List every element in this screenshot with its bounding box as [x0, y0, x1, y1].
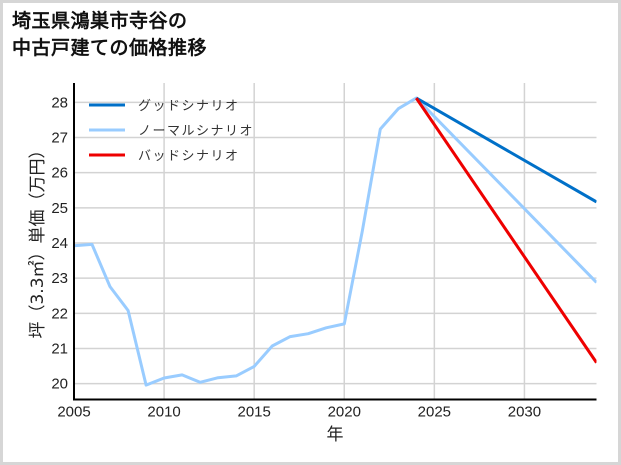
y-tick-label: 28 — [51, 94, 68, 111]
y-tick-label: 21 — [51, 341, 68, 358]
tick-labels: 20 21 22 23 24 25 26 27 28 2005 2010 2015 2020 2025 20… — [51, 94, 541, 420]
legend-label: グッドシナリオ — [138, 99, 240, 114]
y-axis-label: 坪（3.3㎡）単価（万円） — [28, 141, 48, 338]
y-tick-label: 24 — [51, 235, 68, 252]
x-tick-label: 2010 — [147, 404, 180, 421]
y-tick-label: 25 — [51, 200, 68, 217]
x-tick-label: 2015 — [237, 404, 270, 421]
series-line-2 — [415, 97, 597, 364]
y-tick-label: 20 — [51, 376, 68, 393]
legend-label: バッドシナリオ — [138, 149, 240, 164]
data-series — [74, 96, 597, 387]
x-tick-label: 2025 — [418, 404, 451, 421]
chart-title-line-1: 埼玉県鴻巣市寺谷の — [12, 10, 188, 32]
axes — [73, 83, 597, 401]
chart-title-line-2: 中古戸建ての価格推移 — [12, 37, 208, 59]
legend-label: ノーマルシナリオ — [138, 124, 254, 139]
chart-title: 埼玉県鴻巣市寺谷の 中古戸建ての価格推移 — [12, 8, 207, 62]
x-tick-label: 2020 — [328, 404, 361, 421]
y-tick-label: 27 — [51, 130, 68, 147]
x-tick-label: 2005 — [57, 404, 90, 421]
y-tick-label: 22 — [51, 305, 68, 322]
x-tick-label: 2030 — [508, 404, 541, 421]
series-line-0 — [415, 96, 597, 204]
series-line-1 — [74, 96, 597, 387]
y-tick-label: 26 — [51, 165, 68, 182]
y-tick-label: 23 — [51, 270, 68, 287]
x-axis-label: 年 — [327, 425, 344, 445]
